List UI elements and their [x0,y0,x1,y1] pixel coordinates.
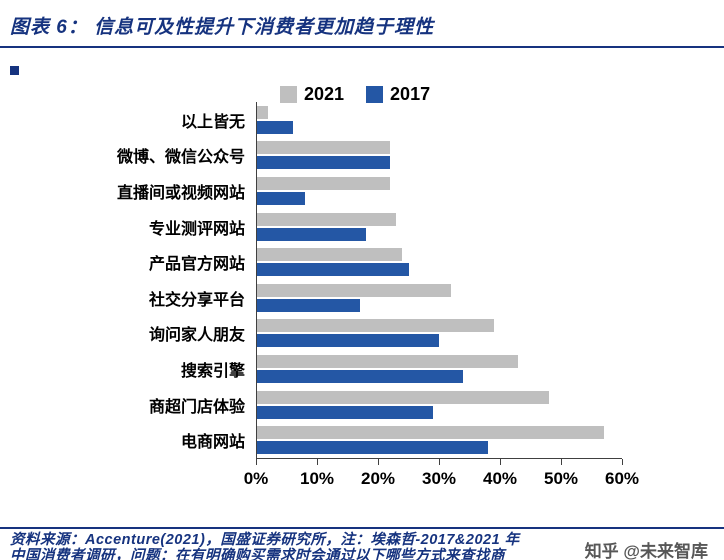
source-note-line1: 资料来源：Accenture(2021)，国盛证券研究所，注：埃森哲-2017&… [10,532,520,548]
x-tick-label: 40% [482,469,518,488]
category-label: 社交分享平台 [148,291,245,309]
category-label: 微博、微信公众号 [116,149,245,167]
bar-2017 [256,263,409,277]
figure-title: 图表 6： 信息可及性提升下消费者更加趋于理性 [10,17,435,38]
x-tick-mark [317,459,318,465]
x-axis: 0% 10% 20% 30% 40% 50% 60% [244,458,639,498]
bar-2017 [256,298,360,312]
legend-label-2021: 2021 [304,84,345,104]
x-tick-label: 20% [360,469,396,488]
source-note: 资料来源：Accenture(2021)，国盛证券研究所，注：埃森哲-2017&… [10,532,714,560]
watermark-text: 知乎 @未来智库 [584,542,708,560]
bar-2021 [256,319,494,333]
x-tick-label: 30% [421,469,457,488]
bar-2017 [256,227,366,241]
x-tick-mark [439,459,440,465]
chart-row: 以上皆无 [8,102,622,138]
bar-group [256,102,622,138]
legend-item-2017: 2017 [366,84,430,105]
x-tick-mark [622,459,623,465]
chart-row: 搜索引擎 [8,351,622,387]
bar-group [256,138,622,174]
bar-group [256,280,622,316]
chart-row: 询问家人朋友 [8,316,622,352]
bar-2021 [256,283,452,297]
x-tick-mark [561,459,562,465]
bar-2021 [256,248,403,262]
x-tick-mark [500,459,501,465]
source-note-line2: 中国消费者调研，问题：在有明确购买需求时会通过以下哪些方式来查找商 [10,548,505,560]
chart-row: 直播间或视频网站 [8,173,622,209]
chart-row: 电商网站 [8,422,622,458]
category-label: 电商网站 [180,434,245,452]
x-tick-mark [378,459,379,465]
legend-swatch-2021 [280,86,297,103]
category-label: 以上皆无 [180,113,245,131]
bar-2021 [256,141,391,155]
chart-row: 微博、微信公众号 [8,138,622,174]
x-tick-label: 10% [299,469,335,488]
category-label: 商超门店体验 [148,398,245,416]
category-label: 产品官方网站 [148,256,245,274]
bar-group [256,209,622,245]
bar-2021 [256,176,391,190]
x-tick-label: 60% [604,469,640,488]
bar-2021 [256,105,269,119]
bar-group [256,351,622,387]
bar-group [256,387,622,423]
bar-group [256,422,622,458]
bar-2017 [256,369,464,383]
bar-2017 [256,441,488,455]
bar-2017 [256,156,391,170]
category-label: 搜索引擎 [180,362,245,380]
x-tick-label: 0% [243,469,269,488]
plot-rows: 以上皆无微博、微信公众号 直播间或视频网站专业测评网站 产品官方网站 社交分享平台 询问… [8,102,622,458]
bar-2021 [256,354,519,368]
chart-row: 专业测评网站 [8,209,622,245]
x-tick-label: 50% [543,469,579,488]
legend-item-2021: 2021 [280,84,344,105]
bar-chart: 2021 2017 以上皆无微博、微信公众号 直播间或视频网站专业测评网站 产品官方网… [8,60,718,530]
legend-label-2017: 2017 [390,84,431,104]
bar-2021 [256,426,604,440]
chart-row: 产品官方网站 [8,244,622,280]
chart-row: 商超门店体验 [8,387,622,423]
section-marker [10,66,19,75]
top-divider [0,46,724,48]
bar-2017 [256,334,439,348]
bar-2021 [256,212,397,226]
bottom-divider [0,527,724,529]
y-axis-line [256,102,257,458]
category-label: 直播间或视频网站 [116,184,245,202]
bar-group [256,316,622,352]
legend-swatch-2017 [366,86,384,103]
figure-header: 图表 6： 信息可及性提升下消费者更加趋于理性 [10,12,434,39]
bar-2017 [256,120,293,134]
category-label: 专业测评网站 [148,220,245,238]
bar-2021 [256,390,549,404]
category-label: 询问家人朋友 [148,327,245,345]
x-tick-mark [256,459,257,465]
bar-group [256,244,622,280]
bar-2017 [256,405,433,419]
bar-2017 [256,191,305,205]
chart-row: 社交分享平台 [8,280,622,316]
bar-group [256,173,622,209]
legend: 2021 2017 [280,84,430,105]
